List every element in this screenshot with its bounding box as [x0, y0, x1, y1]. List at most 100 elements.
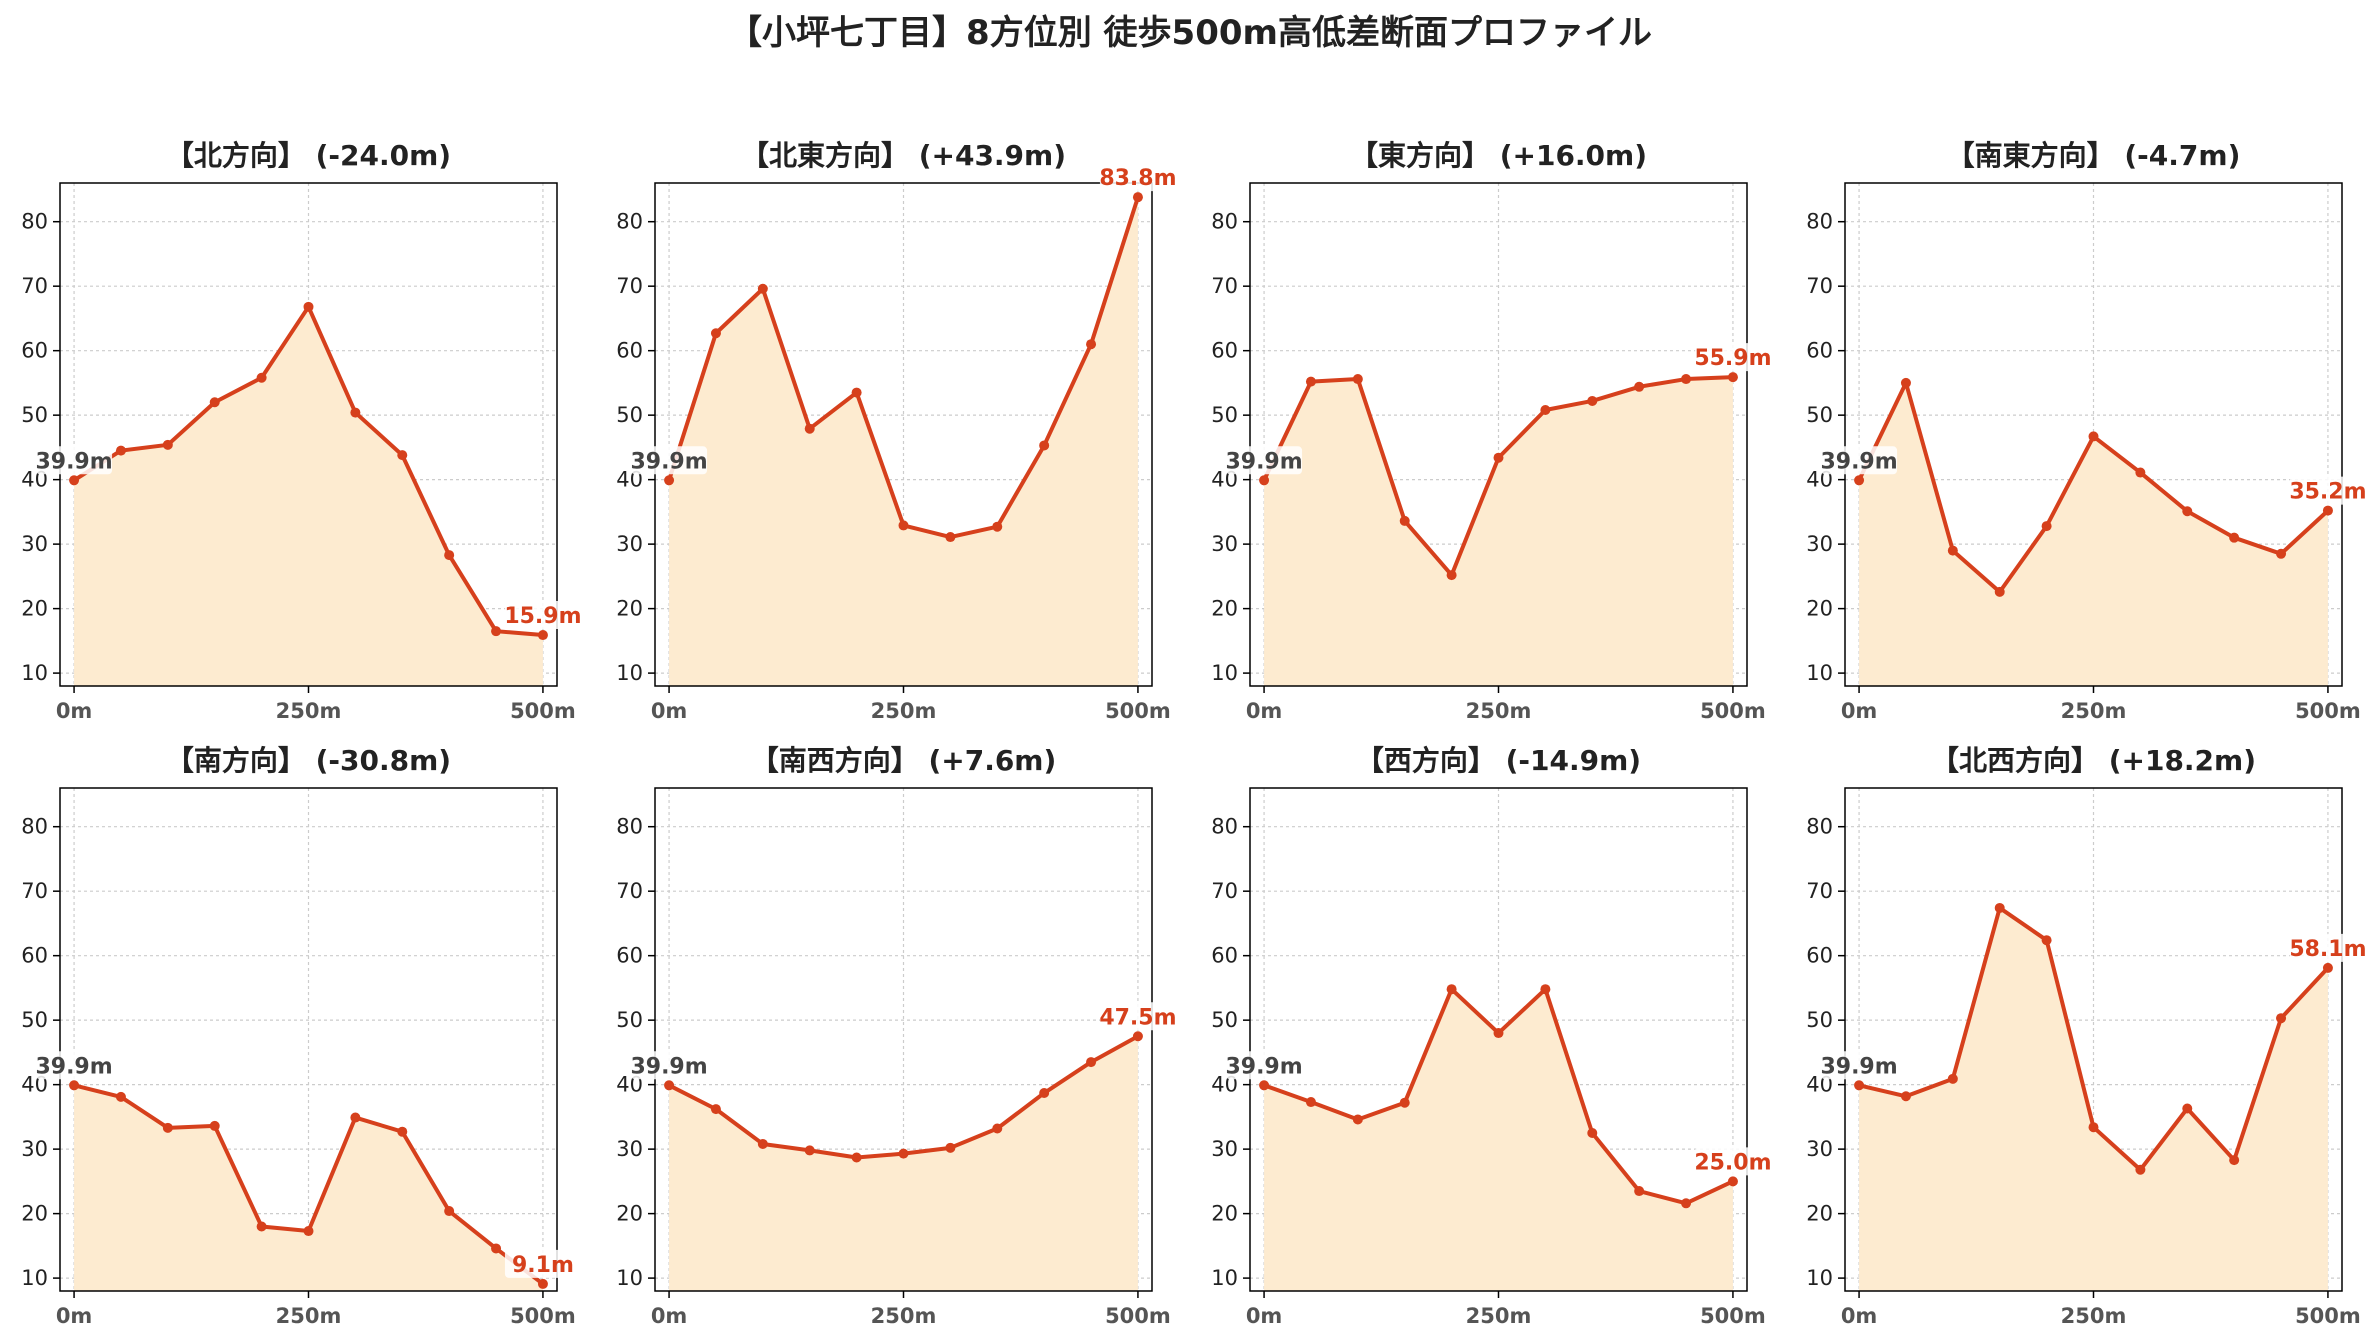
data-point [1727, 1176, 1738, 1187]
data-point [1854, 475, 1865, 486]
data-point [2276, 1013, 2287, 1024]
end-elevation-label: 47.5m [1099, 1005, 1176, 1030]
data-point [1305, 1097, 1316, 1108]
data-point [2276, 548, 2287, 559]
data-point [757, 283, 768, 294]
end-elevation-label: 15.9m [504, 604, 581, 629]
y-tick-label: 60 [1211, 944, 1238, 968]
data-point [256, 372, 267, 383]
y-tick-label: 20 [1806, 1202, 1833, 1226]
y-tick-label: 20 [21, 597, 48, 621]
data-point [115, 1091, 126, 1102]
data-point [1132, 1031, 1143, 1042]
y-tick-label: 50 [1211, 403, 1238, 427]
x-tick-label: 500m [1700, 1304, 1766, 1328]
data-point [209, 1120, 220, 1131]
y-tick-label: 70 [1806, 274, 1833, 298]
data-point [1900, 377, 1911, 388]
data-point [115, 445, 126, 456]
panel-title: 【北東方向】 (+43.9m) [741, 139, 1066, 172]
y-tick-label: 10 [1806, 1266, 1833, 1290]
x-tick-label: 500m [1105, 1304, 1171, 1328]
end-elevation-label: 9.1m [512, 1253, 574, 1278]
start-label-bg [36, 1051, 113, 1080]
figure-title: 【小坪七丁目】8方位別 徒歩500m高低差断面プロファイル [728, 13, 1652, 53]
data-point [2088, 431, 2099, 442]
x-tick-label: 0m [56, 699, 93, 723]
data-point [1634, 1186, 1645, 1197]
data-point [804, 423, 815, 434]
data-point [303, 1226, 314, 1237]
y-tick-label: 30 [616, 532, 643, 556]
data-point [1352, 1114, 1363, 1125]
data-point [804, 1145, 815, 1156]
data-point [303, 301, 314, 312]
x-tick-label: 0m [651, 1304, 688, 1328]
data-point [1086, 339, 1097, 350]
start-label-bg [1226, 446, 1303, 475]
y-tick-label: 50 [616, 1008, 643, 1032]
y-tick-label: 50 [1806, 403, 1833, 427]
y-tick-label: 50 [1806, 1008, 1833, 1032]
y-tick-label: 30 [1211, 532, 1238, 556]
y-tick-label: 50 [21, 1008, 48, 1032]
y-tick-label: 20 [21, 1202, 48, 1226]
data-point [851, 1152, 862, 1163]
end-label-bg [504, 1249, 581, 1278]
data-point [537, 1278, 548, 1289]
start-elevation-label: 39.9m [1225, 449, 1302, 474]
y-tick-label: 70 [21, 274, 48, 298]
y-tick-label: 60 [21, 339, 48, 363]
data-point [945, 1142, 956, 1153]
x-tick-label: 250m [871, 1304, 937, 1328]
start-elevation-label: 39.9m [1225, 1054, 1302, 1079]
y-tick-label: 20 [616, 597, 643, 621]
x-tick-label: 0m [56, 1304, 93, 1328]
data-point [1540, 984, 1551, 995]
data-point [710, 328, 721, 339]
y-tick-label: 20 [1806, 597, 1833, 621]
y-tick-label: 80 [1211, 210, 1238, 234]
data-point [1587, 395, 1598, 406]
x-tick-label: 500m [510, 699, 576, 723]
data-point [2229, 1155, 2240, 1166]
y-tick-label: 20 [1211, 1202, 1238, 1226]
data-point [1039, 1088, 1050, 1099]
end-elevation-label: 35.2m [2289, 480, 2366, 505]
x-tick-label: 0m [1841, 699, 1878, 723]
data-point [491, 1243, 502, 1254]
data-point [1681, 374, 1692, 385]
end-label-bg [2289, 476, 2366, 505]
start-label-bg [1821, 1051, 1898, 1080]
data-point [851, 387, 862, 398]
elevation-area [1859, 907, 2328, 1291]
data-point [491, 626, 502, 637]
start-elevation-label: 39.9m [630, 1054, 707, 1079]
panel-title: 【北方向】 (-24.0m) [166, 139, 451, 172]
data-point [1900, 1091, 1911, 1102]
data-point [444, 1206, 455, 1217]
data-point [397, 1126, 408, 1137]
y-tick-label: 60 [21, 944, 48, 968]
panel-title: 【南西方向】 (+7.6m) [751, 744, 1057, 777]
y-tick-label: 80 [1806, 210, 1833, 234]
x-tick-label: 250m [2061, 1304, 2127, 1328]
y-tick-label: 20 [616, 1202, 643, 1226]
elevation-area [74, 306, 543, 686]
y-tick-label: 30 [1806, 1137, 1833, 1161]
elevation-area [669, 197, 1138, 686]
y-tick-label: 60 [1806, 339, 1833, 363]
data-point [1681, 1198, 1692, 1209]
start-label-bg [1226, 1051, 1303, 1080]
y-tick-label: 10 [1211, 661, 1238, 685]
end-label-bg [504, 601, 581, 630]
data-point [1132, 192, 1143, 203]
elevation-area [669, 1036, 1138, 1291]
data-point [209, 397, 220, 408]
data-point [2182, 506, 2193, 517]
x-tick-label: 500m [2295, 699, 2361, 723]
